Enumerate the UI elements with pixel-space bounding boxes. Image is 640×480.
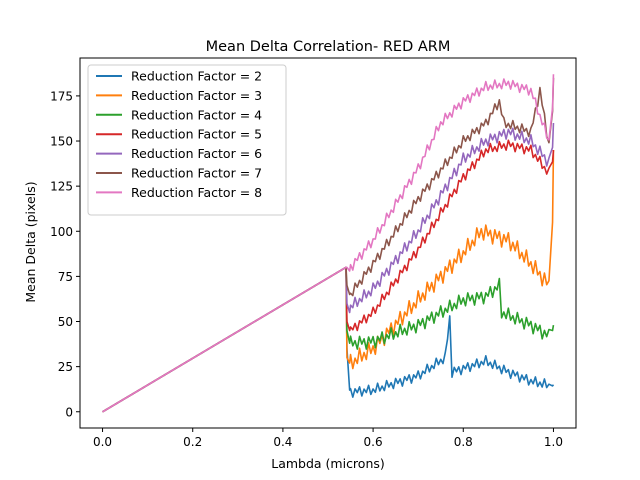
x-tick-label: 0.8 [454, 435, 473, 449]
x-tick-label: 1.0 [544, 435, 563, 449]
series-line [102, 77, 555, 413]
legend: Reduction Factor = 2 Reduction Factor = 3… [87, 64, 287, 216]
legend-entry: Reduction Factor = 7 [131, 166, 262, 181]
x-tick-label: 0.6 [364, 435, 383, 449]
x-axis-label: Lambda (microns) [271, 456, 385, 471]
y-tick-label: 125 [50, 180, 73, 194]
legend-entry: Reduction Factor = 8 [131, 185, 262, 200]
x-axis-ticks: 0.0 0.2 0.4 0.6 0.8 1.0 [93, 428, 563, 449]
chart-title: Mean Delta Correlation- RED ARM [206, 39, 451, 55]
series-line [102, 266, 555, 413]
x-tick-label: 0.2 [183, 435, 202, 449]
y-tick-label: 0 [65, 405, 73, 419]
axes-frame [79, 57, 577, 429]
legend-entry: Reduction Factor = 6 [131, 146, 262, 161]
legend-entry: Reduction Factor = 5 [131, 127, 262, 142]
series-line [102, 122, 555, 413]
y-tick-label: 75 [58, 270, 73, 284]
series-line [102, 266, 555, 413]
legend-entry: Reduction Factor = 3 [131, 88, 262, 103]
legend-box [87, 64, 287, 216]
series-line [102, 139, 555, 413]
y-tick-label: 50 [58, 315, 73, 329]
y-axis-ticks: 0 25 50 75 100 125 150 175 [50, 89, 80, 419]
y-tick-label: 25 [58, 360, 73, 374]
y-tick-label: 150 [50, 135, 73, 149]
series-line [102, 74, 555, 413]
y-tick-label: 100 [50, 225, 73, 239]
x-tick-label: 0.4 [273, 435, 292, 449]
legend-entry: Reduction Factor = 4 [131, 107, 262, 122]
y-axis-label: Mean Delta (pixels) [23, 181, 38, 302]
y-tick-label: 175 [50, 89, 73, 103]
x-tick-label: 0.0 [93, 435, 112, 449]
plot-area [102, 74, 555, 413]
legend-entry: Reduction Factor = 2 [131, 69, 262, 84]
